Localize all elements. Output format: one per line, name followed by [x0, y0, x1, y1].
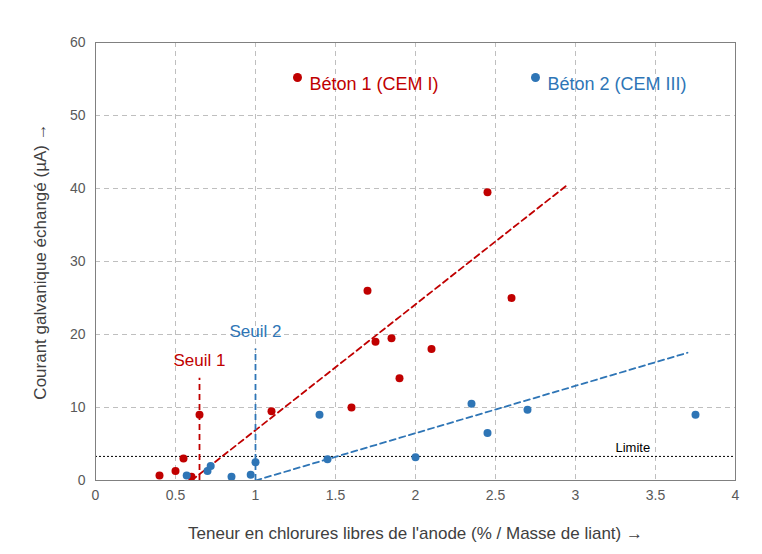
svg-text:1: 1 — [252, 487, 260, 503]
svg-text:30: 30 — [70, 253, 86, 269]
svg-text:2.5: 2.5 — [486, 487, 506, 503]
svg-text:10: 10 — [70, 399, 86, 415]
svg-text:Seuil 1: Seuil 1 — [174, 351, 226, 370]
svg-text:3.5: 3.5 — [646, 487, 666, 503]
svg-text:20: 20 — [70, 326, 86, 342]
svg-text:0: 0 — [78, 472, 86, 488]
svg-text:Béton 1 (CEM I): Béton 1 (CEM I) — [310, 74, 439, 94]
svg-text:0.5: 0.5 — [166, 487, 186, 503]
svg-text:Teneur en chlorures libres de: Teneur en chlorures libres de l'anode (%… — [188, 524, 643, 543]
svg-text:Limite: Limite — [616, 440, 651, 455]
svg-text:0: 0 — [92, 487, 100, 503]
svg-text:50: 50 — [70, 107, 86, 123]
svg-text:Béton 2 (CEM III): Béton 2 (CEM III) — [548, 74, 687, 94]
svg-text:4: 4 — [732, 487, 740, 503]
svg-text:60: 60 — [70, 34, 86, 50]
svg-text:3: 3 — [572, 487, 580, 503]
svg-text:40: 40 — [70, 180, 86, 196]
svg-text:Seuil 2: Seuil 2 — [230, 322, 282, 341]
svg-text:Courant galvanique échangé (µA: Courant galvanique échangé (µA) → — [31, 123, 50, 399]
svg-text:1.5: 1.5 — [326, 487, 346, 503]
svg-text:2: 2 — [412, 487, 420, 503]
